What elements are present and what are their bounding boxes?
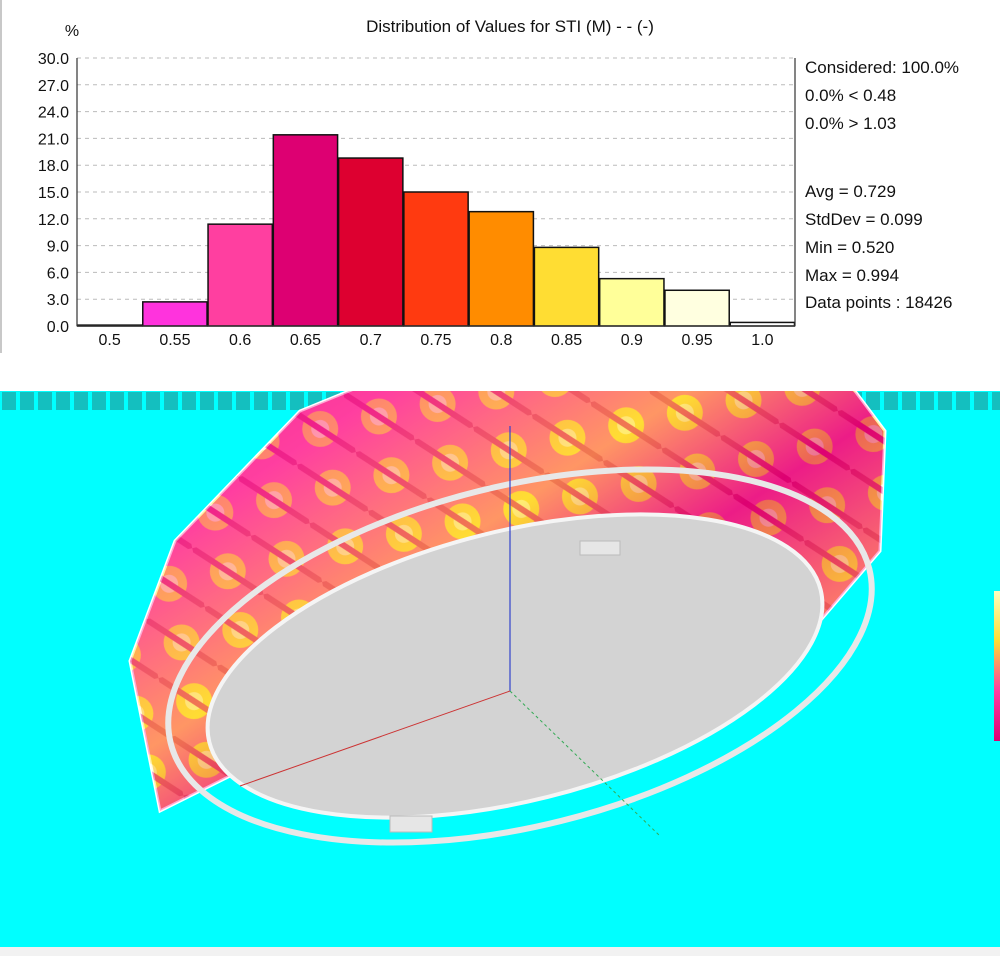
status-bar bbox=[0, 947, 1000, 956]
y-tick-label: 0.0 bbox=[47, 319, 69, 336]
stat-min: Min = 0.520 bbox=[805, 238, 895, 257]
x-tick-label: 1.0 bbox=[751, 332, 773, 349]
y-tick-label: 12.0 bbox=[38, 212, 69, 229]
y-tick-label: 15.0 bbox=[38, 185, 69, 202]
entrance-block-bottom bbox=[389, 815, 433, 833]
y-tick-label: 6.0 bbox=[47, 265, 69, 282]
histogram-bar bbox=[272, 134, 339, 327]
stat-stddev: StdDev = 0.099 bbox=[805, 210, 923, 229]
stat-max: Max = 0.994 bbox=[805, 266, 900, 285]
x-axis-ticks: 0.5 0.55 0.6 0.65 0.7 0.75 0.8 0.85 0.9 0.95 1.0 bbox=[99, 332, 774, 349]
entrance-block-top bbox=[579, 540, 621, 556]
histogram-bar bbox=[337, 157, 404, 327]
x-tick-label: 0.5 bbox=[99, 332, 121, 349]
stat-considered: Considered: 100.0% bbox=[805, 58, 960, 77]
histogram-bar bbox=[207, 223, 274, 327]
stadium-model bbox=[128, 391, 887, 846]
histogram-panel: Distribution of Values for STI (M) - - (… bbox=[0, 0, 1000, 353]
x-tick-label: 0.6 bbox=[229, 332, 251, 349]
histogram-bar bbox=[598, 277, 665, 327]
stat-data-points: Data points : 18426 bbox=[805, 293, 953, 312]
bars bbox=[76, 134, 796, 327]
stadium-field bbox=[205, 512, 825, 820]
y-tick-label: 27.0 bbox=[38, 78, 69, 95]
y-axis-ticks: 0.0 3.0 6.0 9.0 12.0 15.0 18.0 21.0 24.0 27.0 30.0 bbox=[38, 51, 69, 336]
histogram-chart: Distribution of Values for STI (M) - - (… bbox=[38, 17, 796, 349]
x-tick-label: 0.95 bbox=[682, 332, 713, 349]
separator bbox=[0, 353, 1000, 391]
x-tick-label: 0.7 bbox=[360, 332, 382, 349]
x-tick-label: 0.75 bbox=[420, 332, 451, 349]
histogram-bar bbox=[664, 289, 730, 327]
x-tick-label: 0.85 bbox=[551, 332, 582, 349]
y-tick-label: 24.0 bbox=[38, 105, 69, 122]
histogram-bar bbox=[533, 246, 600, 327]
x-tick-label: 0.8 bbox=[490, 332, 512, 349]
chart-title: Distribution of Values for STI (M) - - (… bbox=[366, 17, 654, 36]
y-tick-label: 3.0 bbox=[47, 292, 69, 309]
x-tick-label: 0.55 bbox=[159, 332, 190, 349]
stat-average: Avg = 0.729 bbox=[805, 182, 896, 201]
3d-viewport[interactable] bbox=[0, 391, 1000, 956]
stat-below-range: 0.0% < 0.48 bbox=[805, 86, 897, 105]
stadium-walkway bbox=[165, 466, 875, 846]
y-tick-label: 18.0 bbox=[38, 158, 69, 175]
stat-above-range: 0.0% > 1.03 bbox=[805, 114, 897, 133]
axis-y bbox=[509, 690, 661, 837]
x-tick-label: 0.65 bbox=[290, 332, 321, 349]
y-tick-label: 21.0 bbox=[38, 131, 69, 148]
y-axis-label: % bbox=[65, 23, 79, 40]
y-tick-label: 9.0 bbox=[47, 239, 69, 256]
axis-x bbox=[239, 690, 511, 787]
histogram-bar bbox=[468, 210, 535, 327]
x-tick-label: 0.9 bbox=[621, 332, 643, 349]
color-legend-strip bbox=[994, 591, 1000, 741]
histogram-bar bbox=[142, 301, 208, 327]
y-tick-label: 30.0 bbox=[38, 51, 69, 68]
histogram-bar bbox=[403, 191, 469, 327]
